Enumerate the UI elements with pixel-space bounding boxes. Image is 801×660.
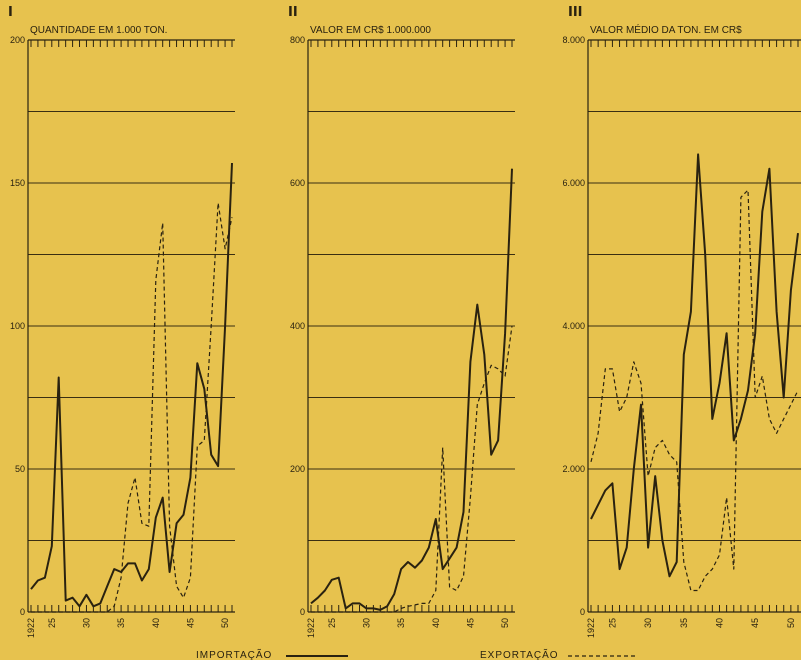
series-line-importacao [310, 168, 513, 611]
y-tick-label: 0 [580, 607, 585, 617]
y-tick-label: 800 [290, 35, 305, 45]
panel-numeral: II [288, 5, 298, 20]
x-tick-label: 50 [500, 618, 510, 628]
y-tick-label: 200 [290, 464, 305, 474]
chart-title: QUANTIDADE EM 1.000 TON. [30, 25, 167, 36]
x-tick-label: 35 [396, 618, 406, 628]
x-tick-label: 25 [47, 618, 57, 628]
x-tick-label: 50 [220, 618, 230, 628]
y-tick-label: 0 [20, 607, 25, 617]
y-tick-label: 150 [10, 178, 25, 188]
legend: IMPORTAÇÃO EXPORTAÇÃO [196, 648, 636, 660]
x-tick-label: 1922 [26, 618, 36, 638]
chart-panel-3: III VALOR MÉDIO DA TON. EM CR$ 0 2.000 4.000… [562, 5, 801, 638]
series-line-exportacao [590, 189, 799, 592]
x-tick-label: 40 [431, 618, 441, 628]
x-tick-label: 1922 [306, 618, 316, 638]
series-line-exportacao [31, 202, 233, 613]
chart-title: VALOR MÉDIO DA TON. EM CR$ [590, 23, 742, 36]
y-tick-label: 200 [10, 35, 25, 45]
series-line-exportacao [311, 325, 513, 613]
x-tick-label: 50 [786, 618, 796, 628]
y-tick-label: 4.000 [562, 321, 585, 331]
x-tick-label: 25 [327, 618, 337, 628]
y-tick-label: 8.000 [562, 35, 585, 45]
x-tick-label: 35 [116, 618, 126, 628]
x-tick-label: 35 [679, 618, 689, 628]
y-tick-label: 6.000 [562, 178, 585, 188]
x-tick-label: 30 [643, 618, 653, 628]
series-line-importacao [30, 162, 233, 608]
y-tick-label: 400 [290, 321, 305, 331]
x-tick-label: 45 [185, 618, 195, 628]
y-tick-label: 50 [15, 464, 25, 474]
chart-panel-1: I QUANTIDADE EM 1.000 TON. 0 50 100 150 200 192… [8, 5, 235, 638]
y-tick-label: 600 [290, 178, 305, 188]
chart-title: VALOR EM CR$ 1.000.000 [310, 25, 431, 36]
x-tick-label: 25 [607, 618, 617, 628]
legend-label-importacao: IMPORTAÇÃO [196, 648, 272, 660]
y-tick-label: 2.000 [562, 464, 585, 474]
x-tick-label: 40 [714, 618, 724, 628]
panel-numeral: III [568, 5, 583, 20]
x-tick-label: 1922 [586, 618, 596, 638]
x-tick-label: 45 [465, 618, 475, 628]
x-tick-label: 30 [81, 618, 91, 628]
x-tick-label: 45 [750, 618, 760, 628]
y-tick-label: 0 [300, 607, 305, 617]
chart-panel-2: II VALOR EM CR$ 1.000.000 0 200 400 600 800 192… [288, 5, 515, 638]
panel-numeral: I [8, 5, 13, 20]
y-tick-label: 100 [10, 321, 25, 331]
series-line-importacao [590, 153, 799, 578]
legend-label-exportacao: EXPORTAÇÃO [480, 648, 559, 660]
x-tick-label: 30 [361, 618, 371, 628]
x-tick-label: 40 [151, 618, 161, 628]
